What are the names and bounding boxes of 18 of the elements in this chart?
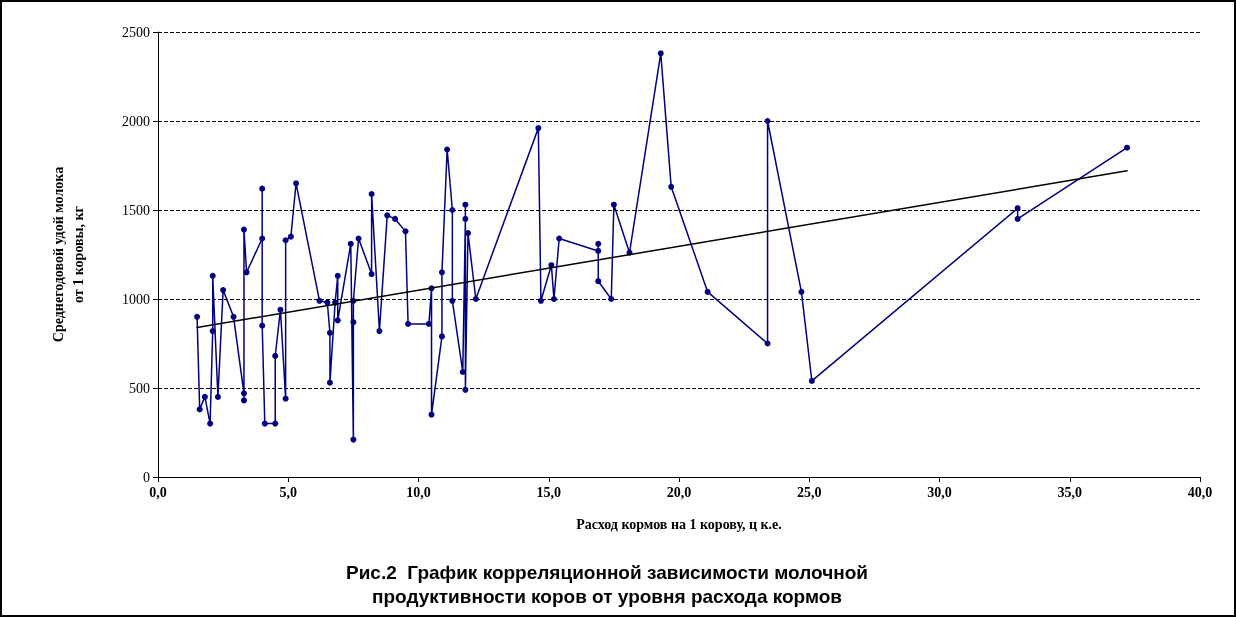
y-tick-label: 500	[129, 380, 150, 396]
x-tick-label: 40,0	[1187, 484, 1213, 500]
x-tick-label: 15,0	[536, 484, 561, 500]
x-tick-label: 0,0	[149, 484, 167, 500]
x-tick-label: 25,0	[797, 484, 822, 500]
y-tick-label: 1500	[122, 202, 150, 218]
y-tick-label: 2000	[122, 113, 150, 129]
y-tick-label: 2500	[122, 24, 150, 40]
text: Рис.2 График корреляционной зависимости молочной продуктивности коров от уровня расхода кормов	[346, 561, 868, 607]
y-tick-label: 1000	[122, 291, 150, 307]
x-tick-label: 5,0	[279, 484, 297, 500]
y-axis-title: Среднегодовой удой молока от 1 коровы, кг	[50, 166, 86, 343]
x-tick-label: 10,0	[406, 484, 431, 500]
x-tick-label: 35,0	[1057, 484, 1082, 500]
y-tick-label: 0	[143, 469, 150, 485]
x-tick-label: 20,0	[666, 484, 692, 500]
x-axis-title: Расход кормов на 1 корову, ц к.е.	[576, 516, 782, 532]
x-tick-label: 30,0	[927, 484, 952, 500]
